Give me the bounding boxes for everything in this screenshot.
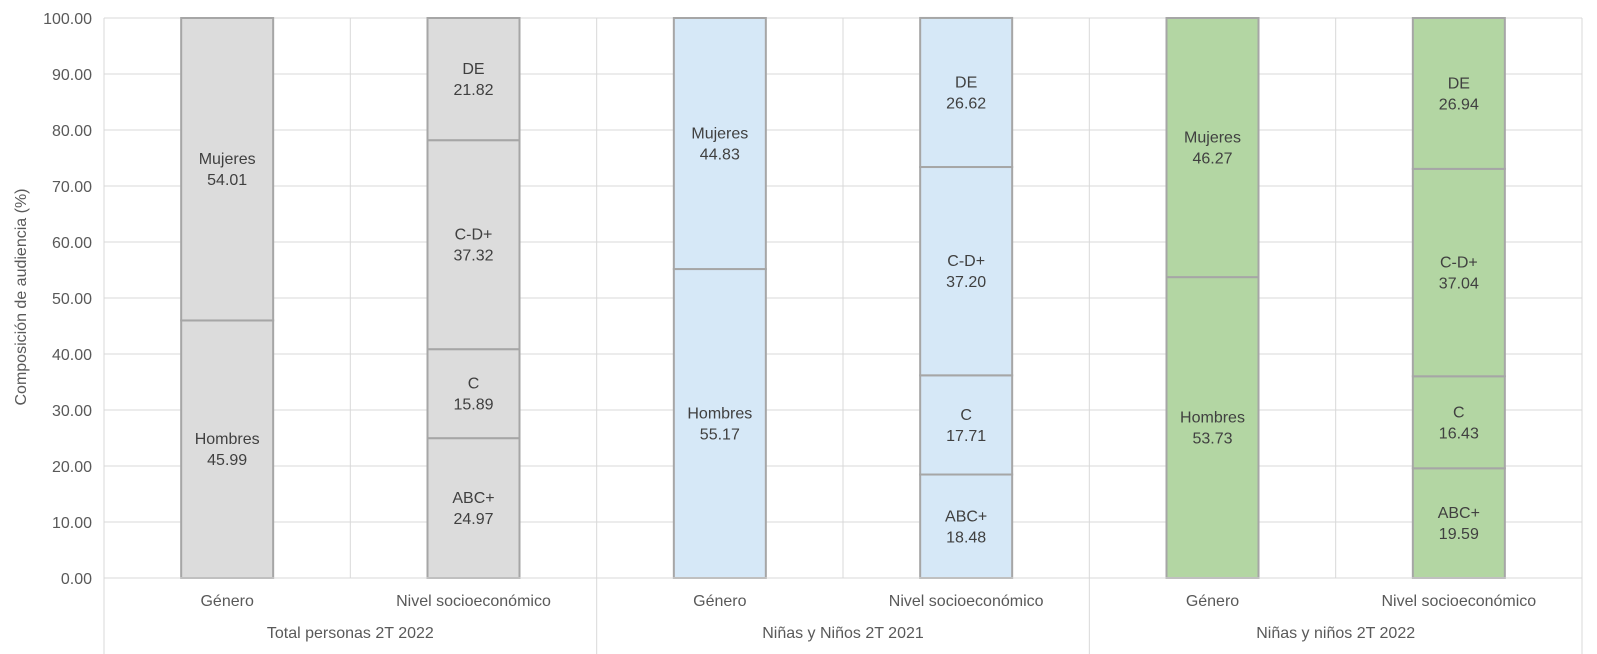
bar-segment bbox=[672, 17, 767, 271]
bars: Hombres 45.99 Mujeres 54.01 ABC+ 24.97 C 15.89 C… bbox=[180, 16, 1506, 579]
axes: 0.00 10.00 20.00 30.00 40.00 50.00 60.00 70.00 8… bbox=[43, 11, 1583, 654]
bar-segment bbox=[919, 374, 1014, 476]
segment-name-label: ABC+ bbox=[945, 508, 987, 525]
segment-value-label: 18.48 bbox=[946, 529, 986, 546]
segment-name-label: C-D+ bbox=[1440, 255, 1478, 272]
bar-segment bbox=[426, 437, 521, 579]
bar-segment bbox=[1411, 17, 1506, 170]
y-tick-label: 20.00 bbox=[52, 459, 92, 476]
bar-segment bbox=[1165, 17, 1260, 279]
segment-name-label: C bbox=[468, 376, 480, 393]
bar-segment bbox=[1411, 375, 1506, 470]
segment-value-label: 26.94 bbox=[1439, 96, 1479, 113]
segment-value-label: 37.32 bbox=[453, 248, 493, 265]
segment-name-label: C-D+ bbox=[455, 227, 493, 244]
bar-segment bbox=[672, 268, 767, 579]
bar-segment bbox=[919, 166, 1014, 377]
segment-name-label: C bbox=[1453, 404, 1465, 421]
segment-name-label: Mujeres bbox=[691, 126, 748, 143]
y-tick-label: 100.00 bbox=[43, 11, 92, 28]
bar-segment bbox=[180, 319, 275, 579]
bar-segment bbox=[919, 16, 1014, 169]
segment-name-label: DE bbox=[462, 61, 484, 78]
bar-segment bbox=[1411, 167, 1506, 378]
segment-name-label: Mujeres bbox=[1184, 130, 1241, 147]
segment-value-label: 37.04 bbox=[1439, 276, 1479, 293]
category-label: Género bbox=[1186, 593, 1239, 610]
segment-value-label: 26.62 bbox=[946, 95, 986, 112]
group-label: Total personas 2T 2022 bbox=[267, 625, 434, 642]
segment-value-label: 21.82 bbox=[453, 82, 493, 99]
segment-name-label: Hombres bbox=[687, 406, 752, 423]
segment-name-label: ABC+ bbox=[452, 490, 494, 507]
y-tick-label: 80.00 bbox=[52, 123, 92, 140]
segment-name-label: ABC+ bbox=[1438, 505, 1480, 522]
y-tick-label: 60.00 bbox=[52, 235, 92, 252]
bar-segment bbox=[1411, 467, 1506, 579]
y-tick-label: 70.00 bbox=[52, 179, 92, 196]
y-tick-label: 0.00 bbox=[61, 571, 92, 588]
group-label: Niñas y niños 2T 2022 bbox=[1256, 625, 1415, 642]
segment-value-label: 16.43 bbox=[1439, 425, 1479, 442]
y-tick-label: 50.00 bbox=[52, 291, 92, 308]
y-tick-label: 10.00 bbox=[52, 515, 92, 532]
segment-value-label: 17.71 bbox=[946, 428, 986, 445]
grid-lines bbox=[103, 17, 1583, 579]
bar-segment bbox=[426, 348, 521, 440]
bar-segment bbox=[919, 473, 1014, 579]
y-tick-label: 30.00 bbox=[52, 403, 92, 420]
bar-segment bbox=[1165, 276, 1260, 579]
segment-name-label: C-D+ bbox=[947, 253, 985, 270]
segment-value-label: 46.27 bbox=[1192, 151, 1232, 168]
bar-segment bbox=[426, 139, 521, 351]
segment-value-label: 45.99 bbox=[207, 452, 247, 469]
bar-segment bbox=[426, 17, 521, 142]
category-label: Nivel socioeconómico bbox=[396, 593, 551, 610]
bar-segment bbox=[180, 17, 275, 322]
segment-name-label: Hombres bbox=[1180, 410, 1245, 427]
segment-name-label: DE bbox=[1448, 75, 1470, 92]
segment-value-label: 54.01 bbox=[207, 172, 247, 189]
category-label: Género bbox=[200, 593, 253, 610]
segment-name-label: Mujeres bbox=[199, 151, 256, 168]
category-label: Género bbox=[693, 593, 746, 610]
segment-value-label: 24.97 bbox=[453, 511, 493, 528]
segment-name-label: DE bbox=[955, 74, 977, 91]
segment-name-label: Hombres bbox=[195, 431, 260, 448]
y-tick-label: 40.00 bbox=[52, 347, 92, 364]
segment-value-label: 19.59 bbox=[1439, 526, 1479, 543]
category-label: Nivel socioeconómico bbox=[889, 593, 1044, 610]
group-label: Niñas y Niños 2T 2021 bbox=[762, 625, 924, 642]
segment-value-label: 37.20 bbox=[946, 274, 986, 291]
segment-value-label: 44.83 bbox=[700, 147, 740, 164]
segment-value-label: 15.89 bbox=[453, 397, 493, 414]
segment-value-label: 55.17 bbox=[700, 427, 740, 444]
segment-name-label: C bbox=[960, 407, 972, 424]
y-tick-label: 90.00 bbox=[52, 67, 92, 84]
y-axis-label: Composición de audiencia (%) bbox=[13, 189, 30, 406]
category-label: Nivel socioeconómico bbox=[1381, 593, 1536, 610]
segment-value-label: 53.73 bbox=[1192, 431, 1232, 448]
